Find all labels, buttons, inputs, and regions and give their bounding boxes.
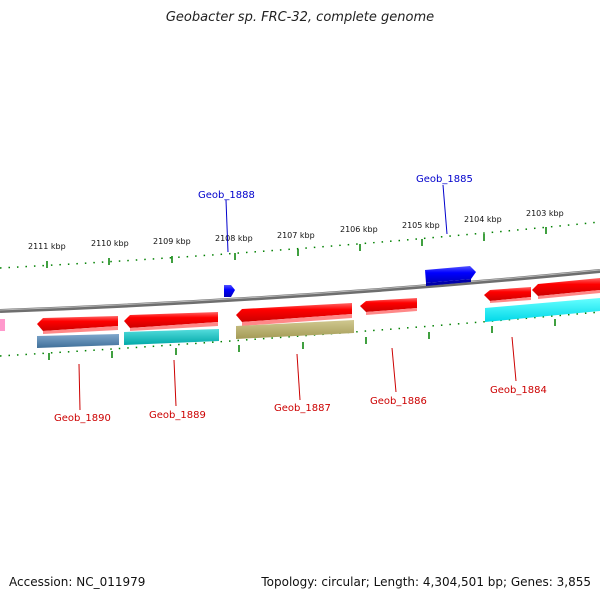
scale-label: 2106 kbp [340, 225, 378, 234]
reverse-gene-geob-1887[interactable] [236, 303, 352, 326]
feature-box-geob-1887 [236, 320, 354, 339]
gene-label-geob-1888[interactable]: Geob_1888 [198, 190, 255, 201]
accession-text: Accession: NC_011979 [9, 575, 146, 589]
leader-line [296, 353, 301, 401]
genome-backbone [0, 269, 600, 313]
feature-box-geob-1884 [485, 298, 600, 322]
scale-label: 2110 kbp [91, 239, 129, 248]
partial-gene-left-edge [0, 319, 5, 331]
genome-summary-text: Topology: circular; Length: 4,304,501 bp… [261, 575, 591, 589]
lower-scale-line [0, 311, 600, 360]
leader-line [225, 199, 229, 253]
leader-line [173, 359, 177, 407]
map-title: Geobacter sp. FRC-32, complete genome [165, 10, 435, 25]
leader-line [391, 347, 397, 393]
gene-label-geob-1884[interactable]: Geob_1884 [490, 385, 547, 396]
gene-label-geob-1890[interactable]: Geob_1890 [54, 413, 111, 424]
scale-label: 2111 kbp [28, 242, 66, 251]
feature-box-geob-1890 [37, 334, 119, 348]
leader-line [442, 184, 448, 235]
reverse-gene-geob-1886[interactable] [360, 298, 417, 315]
forward-gene-geob-1888[interactable] [224, 285, 235, 297]
gene-label-geob-1887[interactable]: Geob_1887 [274, 403, 331, 414]
scale-label: 2105 kbp [402, 221, 440, 230]
reverse-gene-geob-1883[interactable] [532, 278, 600, 299]
forward-gene-geob-1885[interactable] [425, 266, 476, 286]
reverse-gene-geob-1889[interactable] [124, 312, 218, 331]
gene-label-geob-1889[interactable]: Geob_1889 [149, 410, 206, 421]
scale-label: 2103 kbp [526, 209, 564, 218]
scale-label: 2104 kbp [464, 215, 502, 224]
reverse-gene-geob-1884[interactable] [484, 287, 531, 303]
leader-line [511, 336, 517, 382]
scale-label: 2109 kbp [153, 237, 191, 246]
upper-scale-line [0, 221, 600, 269]
leader-line [78, 363, 81, 411]
gene-label-geob-1886[interactable]: Geob_1886 [370, 396, 427, 407]
feature-box-geob-1889 [124, 329, 219, 345]
scale-label: 2108 kbp [215, 234, 253, 243]
gene-label-geob-1885[interactable]: Geob_1885 [416, 174, 473, 185]
reverse-gene-geob-1890[interactable] [37, 316, 118, 334]
scale-label: 2107 kbp [277, 231, 315, 240]
scale-labels: 2111 kbp 2110 kbp 2109 kbp 2108 kbp 2107… [28, 209, 564, 251]
